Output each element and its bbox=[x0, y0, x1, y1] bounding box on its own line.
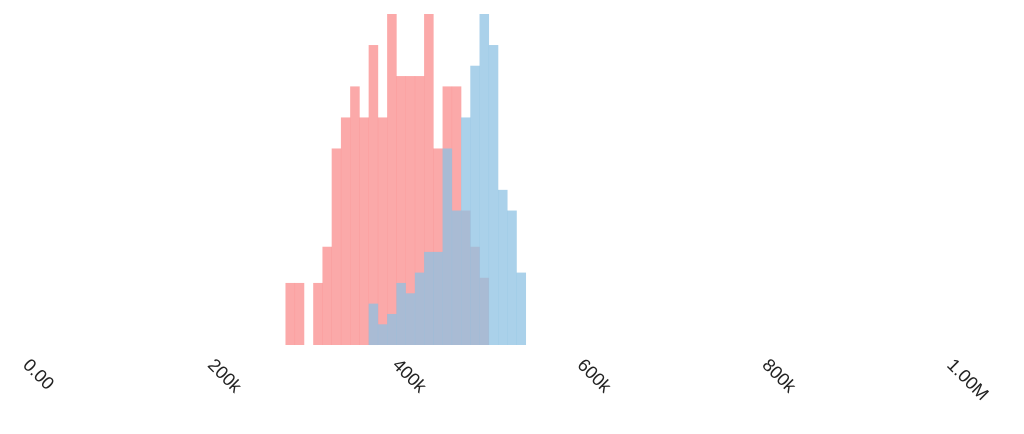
histogram-bars bbox=[285, 14, 527, 346]
histogram-bar bbox=[322, 246, 332, 345]
histogram-bar bbox=[424, 14, 434, 345]
histogram-bar bbox=[331, 148, 342, 345]
histogram-bar bbox=[377, 324, 388, 345]
histogram-bar bbox=[507, 210, 517, 345]
histogram-bar bbox=[359, 117, 369, 345]
histogram-bar bbox=[414, 272, 425, 345]
histogram-bar bbox=[405, 293, 416, 345]
histogram-bar bbox=[368, 303, 379, 346]
histogram-bar bbox=[442, 148, 453, 345]
histogram-bar bbox=[285, 282, 296, 345]
histogram-bar bbox=[368, 45, 379, 345]
histogram-bar bbox=[396, 76, 406, 345]
histogram-bar bbox=[488, 45, 499, 345]
histogram-bar bbox=[470, 65, 480, 345]
x-axis-tick-labels: 0.00 200k 400k 600k 800k 1.00M bbox=[19, 355, 993, 405]
histogram-bar bbox=[313, 282, 323, 345]
histogram-bar bbox=[377, 117, 388, 345]
histogram-bar bbox=[387, 14, 397, 345]
x-tick-label: 1.00M bbox=[943, 355, 993, 405]
histogram-series-2 bbox=[368, 14, 527, 346]
histogram-bar bbox=[479, 14, 490, 345]
histogram-bar bbox=[294, 282, 305, 345]
histogram-bar bbox=[414, 76, 425, 345]
histogram-bar bbox=[516, 272, 527, 345]
histogram-bar bbox=[350, 86, 360, 345]
x-tick-label: 600k bbox=[574, 355, 616, 397]
x-tick-label: 400k bbox=[389, 355, 431, 397]
histogram-bar bbox=[498, 189, 508, 345]
histogram-bar bbox=[387, 313, 397, 345]
histogram-bar bbox=[461, 117, 471, 345]
histogram-bar bbox=[396, 282, 406, 345]
x-tick-label: 0.00 bbox=[19, 355, 58, 394]
histogram-bar bbox=[433, 251, 443, 345]
x-tick-label: 800k bbox=[758, 355, 800, 397]
x-tick-label: 200k bbox=[204, 355, 246, 397]
histogram-bar bbox=[405, 76, 416, 345]
histogram-bar bbox=[424, 251, 434, 345]
histogram-bar bbox=[451, 210, 462, 345]
histogram-bar bbox=[340, 117, 351, 345]
histogram-bar bbox=[433, 148, 443, 345]
